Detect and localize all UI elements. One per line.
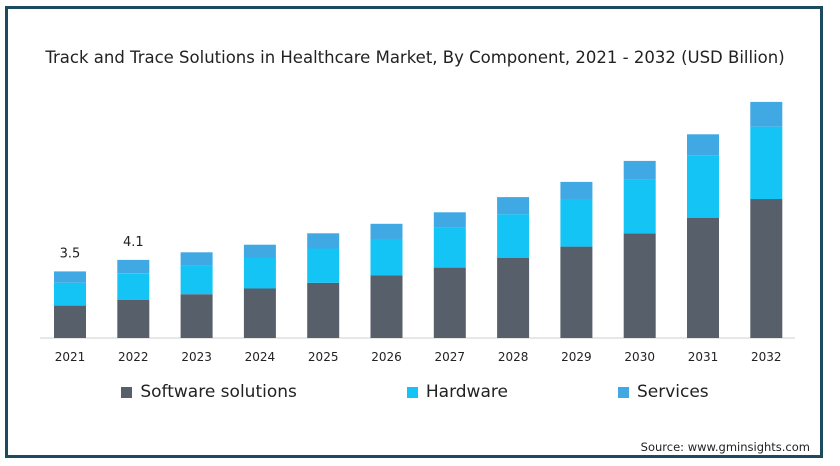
- bar-software-solutions-2025: [307, 282, 340, 338]
- bar-software-solutions-2031: [687, 218, 719, 338]
- bar-services-2023: [180, 252, 213, 266]
- data-label-2022: 4.1: [123, 235, 144, 250]
- source-note: Source: www.gminsights.com: [640, 440, 810, 454]
- data-label-2021: 3.5: [60, 246, 81, 261]
- bar-services-2030: [623, 160, 656, 180]
- legend: Software solutions Hardware Services: [0, 380, 830, 404]
- bar-hardware-2030: [623, 180, 656, 234]
- legend-item-software: Software solutions: [121, 382, 297, 402]
- x-tick-label-2022: 2022: [118, 350, 149, 364]
- legend-swatch-services: [617, 386, 629, 398]
- bar-software-solutions-2030: [623, 233, 656, 338]
- legend-item-services: Services: [617, 382, 709, 402]
- chart-frame: [5, 6, 823, 458]
- bar-software-solutions-2029: [560, 246, 593, 338]
- legend-item-hardware: Hardware: [406, 382, 508, 402]
- bar-software-solutions-2026: [370, 275, 403, 338]
- x-tick-label-2032: 2032: [751, 350, 782, 364]
- bar-hardware-2029: [560, 199, 593, 247]
- bar-software-solutions-2021: [54, 305, 86, 338]
- x-tick-group: 2021 2022 2023 2024 2025 2026 2027 2028 2029 2030…: [55, 350, 782, 364]
- bar-software-solutions-2032: [750, 199, 783, 338]
- bar-services-2028: [497, 197, 530, 215]
- bar-hardware-2025: [307, 248, 340, 283]
- bar-hardware-2021: [54, 282, 86, 306]
- x-tick-label-2021: 2021: [55, 350, 86, 364]
- bar-hardware-2031: [687, 155, 719, 218]
- bar-hardware-2022: [117, 273, 150, 300]
- legend-swatch-software: [121, 386, 133, 398]
- legend-label-services: Services: [636, 382, 709, 402]
- x-tick-label-2029: 2029: [561, 350, 592, 364]
- bar-services-2021: [54, 271, 86, 283]
- bar-services-2022: [117, 259, 150, 274]
- x-tick-label-2027: 2027: [435, 350, 466, 364]
- bar-hardware-2023: [180, 265, 213, 295]
- bar-software-solutions-2024: [243, 288, 276, 338]
- bar-hardware-2028: [497, 214, 530, 258]
- bar-software-solutions-2028: [497, 258, 530, 338]
- x-tick-label-2023: 2023: [181, 350, 212, 364]
- x-tick-label-2031: 2031: [688, 350, 719, 364]
- legend-label-software: Software solutions: [140, 382, 297, 402]
- bar-software-solutions-2027: [433, 267, 466, 338]
- chart-title: Track and Trace Solutions in Healthcare …: [45, 48, 785, 67]
- bar-services-2032: [750, 101, 783, 127]
- bar-software-solutions-2022: [117, 299, 150, 338]
- x-tick-label-2025: 2025: [308, 350, 339, 364]
- legend-swatch-hardware: [406, 386, 418, 398]
- x-tick-label-2028: 2028: [498, 350, 529, 364]
- bar-services-2031: [687, 134, 719, 156]
- data-label-group: 3.5 4.1: [60, 235, 144, 262]
- bar-services-2024: [243, 244, 276, 258]
- legend-label-hardware: Hardware: [425, 382, 508, 402]
- x-tick-label-2024: 2024: [245, 350, 276, 364]
- bar-hardware-2026: [370, 239, 403, 276]
- bar-hardware-2024: [243, 258, 276, 289]
- bar-hardware-2027: [433, 227, 466, 268]
- bar-services-2029: [560, 181, 593, 199]
- bar-software-solutions-2023: [180, 294, 213, 338]
- x-tick-label-2030: 2030: [624, 350, 655, 364]
- x-tick-label-2026: 2026: [371, 350, 402, 364]
- bar-group: [54, 101, 783, 338]
- bar-hardware-2032: [750, 126, 783, 200]
- bar-services-2026: [370, 223, 403, 239]
- bar-services-2025: [307, 233, 340, 249]
- bar-services-2027: [433, 212, 466, 228]
